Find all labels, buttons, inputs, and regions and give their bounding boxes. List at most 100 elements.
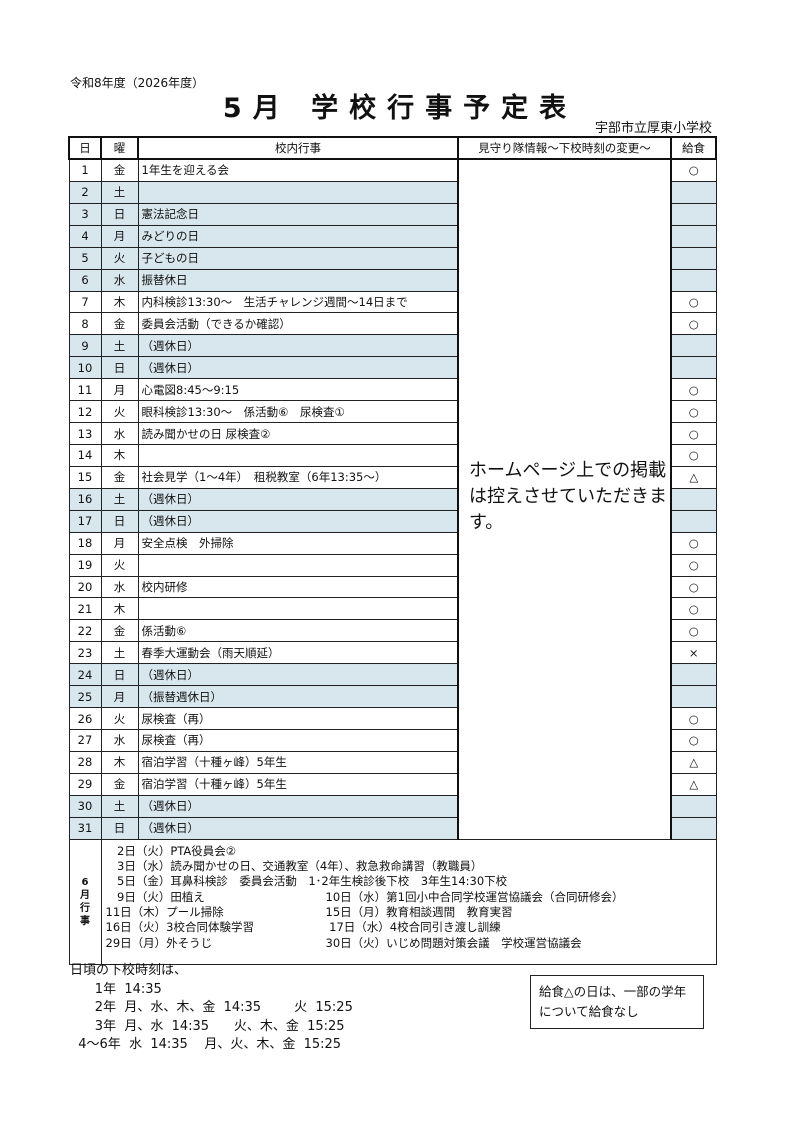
lunch-cell: △ <box>670 465 717 489</box>
col-weekday: 曜 <box>100 136 139 160</box>
lunch-cell: ○ <box>670 400 717 424</box>
normal-dismissal-times: 日頃の下校時刻は、 1年 14:35 2年 月、水、木、金 14:35 火 15… <box>70 962 353 1055</box>
day-cell: 28 <box>68 750 102 774</box>
day-cell: 11 <box>68 378 102 402</box>
june-events: 2日（火）PTA役員会② 3日（水）読み聞かせの日、交通教室（4年）、救急救命講… <box>100 838 717 965</box>
event-cell: 委員会活動（できるか確認） <box>137 312 459 336</box>
weekday-cell: 水 <box>100 575 139 599</box>
day-cell: 24 <box>68 663 102 687</box>
table-row: 15 金社会見学（1～4年） 租税教室（6年13:35～） △ <box>68 465 717 489</box>
weekday-cell: 金 <box>100 619 139 643</box>
june-label: 6月行事 <box>80 876 90 927</box>
table-row: 31 日（週休日） <box>68 816 717 840</box>
col-lunch: 給食 <box>670 136 717 160</box>
table-row: 25 月（振替週休日） <box>68 685 717 709</box>
weekday-cell: 火 <box>100 400 139 424</box>
col-day: 日 <box>68 136 102 160</box>
lunch-cell: ○ <box>670 158 717 182</box>
event-cell: 校内研修 <box>137 575 459 599</box>
lunch-cell: × <box>670 641 717 665</box>
lunch-cell: ○ <box>670 422 717 445</box>
event-cell: （週休日） <box>137 487 459 511</box>
day-cell: 21 <box>68 597 102 621</box>
table-row: 3 日憲法記念日 <box>68 202 717 226</box>
table-row: 11 月心電図8:45～9:15 ○ <box>68 378 717 402</box>
lunch-cell <box>670 202 717 226</box>
normal-time-line: 1年 14:35 <box>70 981 162 997</box>
event-cell: 安全点検 外掃除 <box>137 531 459 555</box>
normal-time-line: 2年 月、水、木、金 14:35 火 15:25 <box>70 1000 353 1015</box>
june-event-line: 29日（月）外そうじ 30日（火）いじめ問題対策会議 学校運営協議会 <box>106 936 712 951</box>
weekday-cell: 土 <box>100 487 139 511</box>
day-cell: 3 <box>68 202 102 226</box>
weekday-cell: 土 <box>100 334 139 358</box>
day-cell: 14 <box>68 443 102 467</box>
event-cell: （振替週休日） <box>137 685 459 709</box>
weekday-cell: 木 <box>100 597 139 621</box>
day-cell: 16 <box>68 487 102 511</box>
day-cell: 7 <box>68 290 102 314</box>
lunch-cell: ○ <box>670 619 717 643</box>
lunch-cell <box>670 663 717 687</box>
event-cell <box>137 180 459 204</box>
lunch-cell: △ <box>670 750 717 774</box>
event-cell: 振替休日 <box>137 268 459 292</box>
event-cell <box>137 553 459 577</box>
watch-cell: ホームページ上での掲載は控えさせていただきます。 <box>457 158 672 840</box>
june-event-line: 2日（火）PTA役員会② <box>106 844 712 859</box>
table-row: 7 木内科検診13:30～ 生活チャレンジ週間～14日まで ○ <box>68 290 717 314</box>
lunch-cell <box>670 356 717 380</box>
table-row: 18 月安全点検 外掃除 ○ <box>68 531 717 555</box>
day-cell: 5 <box>68 246 102 270</box>
weekday-cell: 土 <box>100 794 139 818</box>
june-event-line: 5日（金）耳鼻科検診 委員会活動 1･2年生検診後下校 3年生14:30下校 <box>106 874 712 889</box>
june-event-line: 9日（火）田植え 10日（水）第1回小中合同学校運営協議会（合同研修会） <box>106 890 712 905</box>
table-row: 5 火子どもの日 <box>68 246 717 270</box>
day-cell: 30 <box>68 794 102 818</box>
watch-text: ホームページ上での掲載は控えさせていただきます。 <box>469 460 667 533</box>
lunch-cell <box>670 509 717 533</box>
table-row: 29 金宿泊学習（十種ヶ峰）5年生 △ <box>68 772 717 796</box>
school-name: 宇部市立厚東小学校 <box>594 121 712 136</box>
weekday-cell: 木 <box>100 443 139 467</box>
lunch-cell: ○ <box>670 597 717 621</box>
day-cell: 9 <box>68 334 102 358</box>
weekday-cell: 日 <box>100 356 139 380</box>
normal-time-line: 3年 月、水 14:35 火、木、金 15:25 <box>70 1018 345 1034</box>
day-cell: 12 <box>68 400 102 424</box>
event-cell: 宿泊学習（十種ヶ峰）5年生 <box>137 772 459 796</box>
weekday-cell: 土 <box>100 180 139 204</box>
weekday-cell: 日 <box>100 663 139 687</box>
weekday-cell: 日 <box>100 509 139 533</box>
day-cell: 26 <box>68 707 102 730</box>
event-cell: 春季大運動会（雨天順延） <box>137 641 459 665</box>
june-event: 5日（金）耳鼻科検診 委員会活動 1･2年生検診後下校 3年生14:30下校 <box>105 874 508 889</box>
table-row: 24 日（週休日） <box>68 663 717 687</box>
normal-time-line: 4～6年 水 14:35 月、火、木、金 15:25 <box>70 1037 342 1052</box>
event-cell: （週休日） <box>137 509 459 533</box>
day-cell: 6 <box>68 268 102 292</box>
day-cell: 31 <box>68 816 102 840</box>
event-cell: （週休日） <box>137 663 459 687</box>
lunch-cell: ○ <box>670 728 717 752</box>
event-cell: 憲法記念日 <box>137 202 459 226</box>
lunch-cell <box>670 246 717 270</box>
event-cell <box>137 443 459 467</box>
weekday-cell: 月 <box>100 224 139 248</box>
lunch-cell <box>670 224 717 248</box>
weekday-cell: 火 <box>100 553 139 577</box>
weekday-cell: 日 <box>100 816 139 840</box>
event-cell: 眼科検診13:30～ 係活動⑥ 尿検査① <box>137 400 459 424</box>
lunch-cell: ○ <box>670 707 717 730</box>
lunch-cell: ○ <box>670 531 717 555</box>
day-cell: 8 <box>68 312 102 336</box>
lunch-cell: ○ <box>670 312 717 336</box>
lunch-cell: ○ <box>670 443 717 467</box>
table-row: 20 水校内研修 ○ <box>68 575 717 599</box>
june-event: 15日（月）教育相談週間 教育実習 <box>325 905 513 920</box>
event-cell: 尿検査（再） <box>137 707 459 730</box>
weekday-cell: 月 <box>100 378 139 402</box>
event-cell: 読み聞かせの日 尿検査② <box>137 422 459 445</box>
day-cell: 19 <box>68 553 102 577</box>
